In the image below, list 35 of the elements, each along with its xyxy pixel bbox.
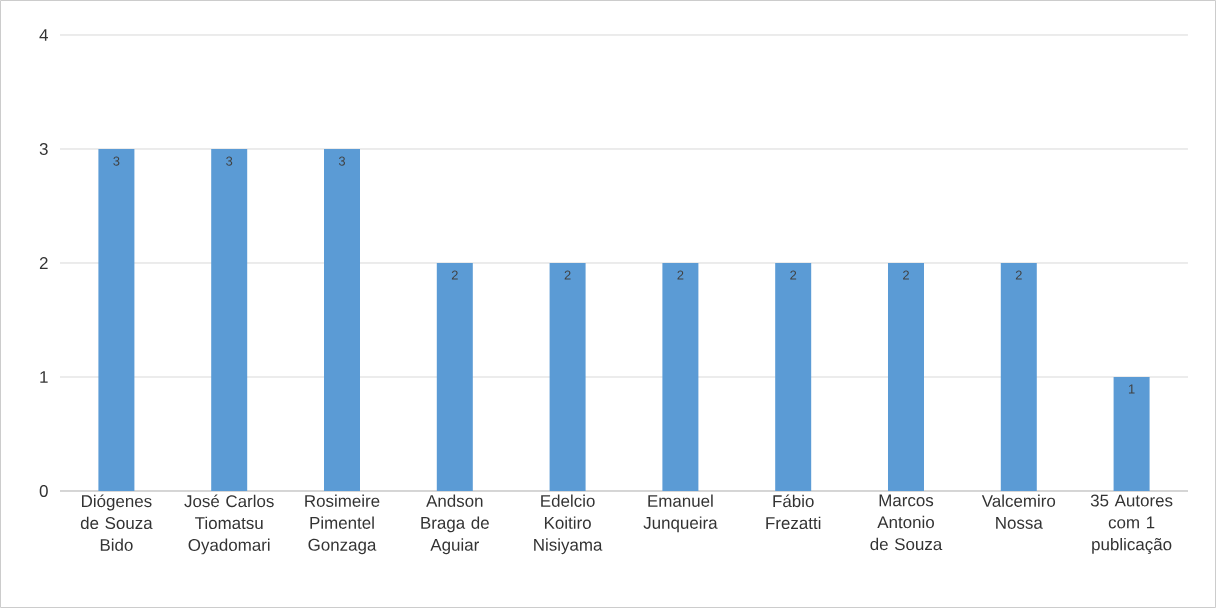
x-tick-label: Edelcio Koitiro Nisiyama xyxy=(534,494,603,555)
y-tick-label: 3 xyxy=(39,143,48,155)
x-tick-label: Valcemiro Nossa xyxy=(981,494,1056,529)
y-tick-label: 4 xyxy=(39,29,48,41)
bar xyxy=(662,263,699,491)
bar xyxy=(1113,377,1150,491)
data-label: 2 xyxy=(564,270,571,280)
y-tick-label: 1 xyxy=(40,371,48,383)
bar xyxy=(775,263,812,491)
bar xyxy=(211,149,248,491)
data-label: 3 xyxy=(113,156,120,166)
bar xyxy=(98,149,135,491)
x-tick-label: 35 Autores com 1 publicação xyxy=(1090,494,1173,554)
bar xyxy=(436,263,473,491)
bar xyxy=(324,149,360,491)
bar xyxy=(887,263,924,491)
x-tick-label: Emanuel Junqueira xyxy=(643,494,718,533)
data-label: 2 xyxy=(1015,270,1022,280)
data-label: 3 xyxy=(338,156,346,166)
y-tick-label: 2 xyxy=(39,257,48,269)
y-tick-label: 0 xyxy=(39,485,48,497)
data-label: 3 xyxy=(226,156,233,166)
data-label: 2 xyxy=(451,270,458,280)
x-tick-label: Marcos Antonio de Souza xyxy=(870,494,943,551)
data-label: 2 xyxy=(790,270,797,280)
data-label: 2 xyxy=(903,270,909,280)
x-tick-label: Diógenes de Souza Bido xyxy=(80,494,153,551)
data-label: 1 xyxy=(1128,384,1135,394)
bar xyxy=(1000,263,1037,491)
x-tick-label: José Carlos Tiomatsu Oyadomari xyxy=(184,494,274,555)
x-tick-label: Andson Braga de Aguiar xyxy=(421,494,489,555)
x-tick-label: Fábio Frezatti xyxy=(766,494,821,530)
x-tick-label: Rosimeire Pimentel Gonzaga xyxy=(305,494,380,555)
data-label: 2 xyxy=(677,270,684,280)
bar xyxy=(549,263,586,491)
